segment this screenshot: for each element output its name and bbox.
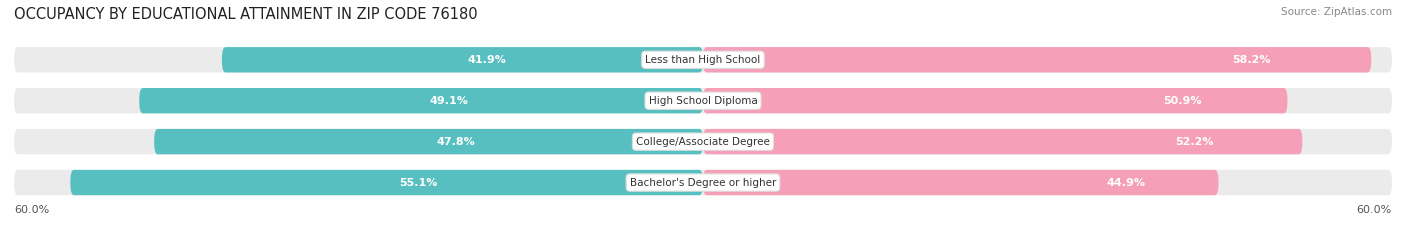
Text: 60.0%: 60.0%: [14, 205, 49, 215]
FancyBboxPatch shape: [703, 129, 1302, 154]
Text: 60.0%: 60.0%: [1357, 205, 1392, 215]
FancyBboxPatch shape: [139, 88, 703, 113]
Text: College/Associate Degree: College/Associate Degree: [636, 137, 770, 147]
FancyBboxPatch shape: [703, 47, 1371, 72]
FancyBboxPatch shape: [703, 170, 1219, 195]
Text: OCCUPANCY BY EDUCATIONAL ATTAINMENT IN ZIP CODE 76180: OCCUPANCY BY EDUCATIONAL ATTAINMENT IN Z…: [14, 7, 478, 22]
Text: 41.9%: 41.9%: [467, 55, 506, 65]
Text: Bachelor's Degree or higher: Bachelor's Degree or higher: [630, 178, 776, 188]
Text: 58.2%: 58.2%: [1232, 55, 1270, 65]
FancyBboxPatch shape: [14, 88, 1392, 113]
Text: Less than High School: Less than High School: [645, 55, 761, 65]
Text: 52.2%: 52.2%: [1175, 137, 1213, 147]
Text: High School Diploma: High School Diploma: [648, 96, 758, 106]
FancyBboxPatch shape: [14, 170, 1392, 195]
FancyBboxPatch shape: [70, 170, 703, 195]
FancyBboxPatch shape: [703, 88, 1288, 113]
FancyBboxPatch shape: [14, 129, 1392, 154]
Text: 49.1%: 49.1%: [430, 96, 468, 106]
Text: Source: ZipAtlas.com: Source: ZipAtlas.com: [1281, 7, 1392, 17]
FancyBboxPatch shape: [222, 47, 703, 72]
FancyBboxPatch shape: [14, 47, 1392, 72]
FancyBboxPatch shape: [155, 129, 703, 154]
Text: 50.9%: 50.9%: [1163, 96, 1202, 106]
Text: 47.8%: 47.8%: [437, 137, 475, 147]
Text: 55.1%: 55.1%: [399, 178, 437, 188]
Text: 44.9%: 44.9%: [1107, 178, 1146, 188]
